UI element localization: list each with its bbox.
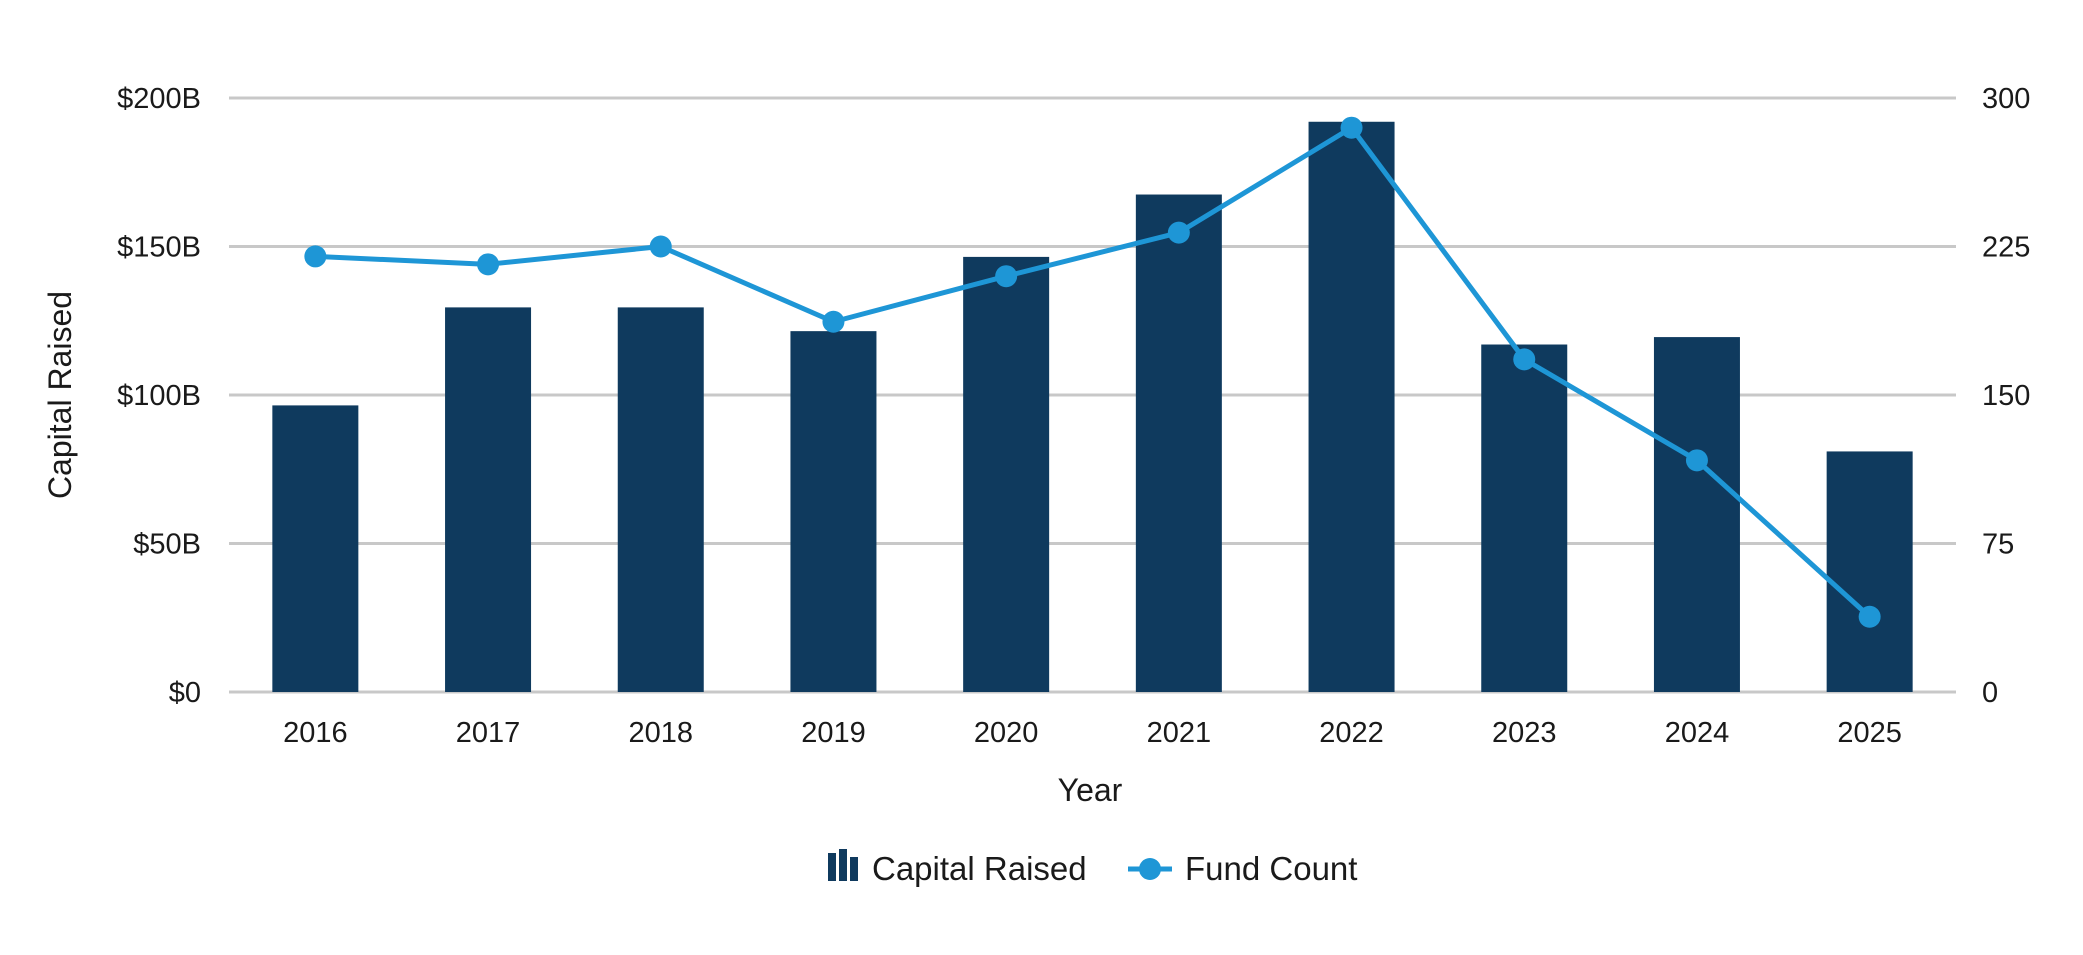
bar[interactable]	[272, 405, 359, 692]
bar-chart-icon	[828, 849, 858, 881]
y-axis-title: Capital Raised	[42, 291, 78, 499]
line-point[interactable]	[1340, 116, 1363, 139]
line-point[interactable]	[822, 310, 845, 333]
y-tick-label: $200B	[117, 83, 201, 115]
bar[interactable]	[1308, 121, 1395, 692]
legend-item-fund-count[interactable]: Fund Count	[1128, 850, 1357, 887]
y-tick-label: $150B	[117, 232, 201, 264]
bar[interactable]	[1653, 337, 1740, 692]
bar[interactable]	[1826, 451, 1913, 692]
x-axis-title: Year	[1058, 772, 1123, 808]
y2-tick-label: 0	[1982, 677, 1998, 709]
legend-label-fund-count: Fund Count	[1185, 850, 1357, 887]
y-tick-label: $50B	[133, 529, 201, 561]
legend-label-capital-raised: Capital Raised	[872, 850, 1087, 887]
line-series	[304, 116, 1881, 628]
left-axis-ticks: $0 $50B $100B $150B $200B	[117, 83, 201, 709]
legend: Capital Raised Fund Count	[828, 849, 1357, 887]
line-point[interactable]	[1685, 449, 1708, 472]
y2-tick-label: 75	[1982, 529, 2014, 561]
y2-tick-label: 225	[1982, 232, 2030, 264]
x-tick-label: 2023	[1492, 717, 1557, 749]
x-tick-label: 2021	[1147, 717, 1212, 749]
x-tick-label: 2018	[628, 717, 693, 749]
x-tick-label: 2017	[456, 717, 521, 749]
line-point[interactable]	[1513, 348, 1536, 371]
bar[interactable]	[1481, 344, 1568, 692]
line-point[interactable]	[1167, 221, 1190, 244]
x-tick-label: 2022	[1319, 717, 1384, 749]
x-axis-ticks: 2016 2017 2018 2019 2020 2021 2022 2023 2024 2025	[283, 717, 1902, 749]
right-axis-ticks: 0 75 150 225 300	[1982, 83, 2030, 709]
line-marker-icon	[1128, 858, 1172, 880]
x-tick-label: 2025	[1837, 717, 1902, 749]
fund-count-line	[315, 125, 1872, 619]
y2-tick-label: 300	[1982, 83, 2030, 115]
y2-tick-label: 150	[1982, 380, 2030, 412]
bar-series	[272, 121, 1913, 692]
y-tick-label: $0	[169, 677, 201, 709]
line-point[interactable]	[477, 253, 500, 276]
bar[interactable]	[1135, 194, 1222, 692]
line-point[interactable]	[995, 265, 1018, 288]
line-point[interactable]	[1858, 605, 1881, 628]
x-tick-label: 2020	[974, 717, 1039, 749]
line-point[interactable]	[649, 235, 672, 258]
bar[interactable]	[617, 307, 704, 692]
y-tick-label: $100B	[117, 380, 201, 412]
x-tick-label: 2016	[283, 717, 348, 749]
bar[interactable]	[790, 331, 877, 692]
x-tick-label: 2019	[801, 717, 866, 749]
bar[interactable]	[445, 307, 532, 692]
x-tick-label: 2024	[1665, 717, 1730, 749]
line-point[interactable]	[304, 245, 327, 268]
bar[interactable]	[963, 256, 1050, 692]
legend-item-capital-raised[interactable]: Capital Raised	[828, 849, 1087, 887]
